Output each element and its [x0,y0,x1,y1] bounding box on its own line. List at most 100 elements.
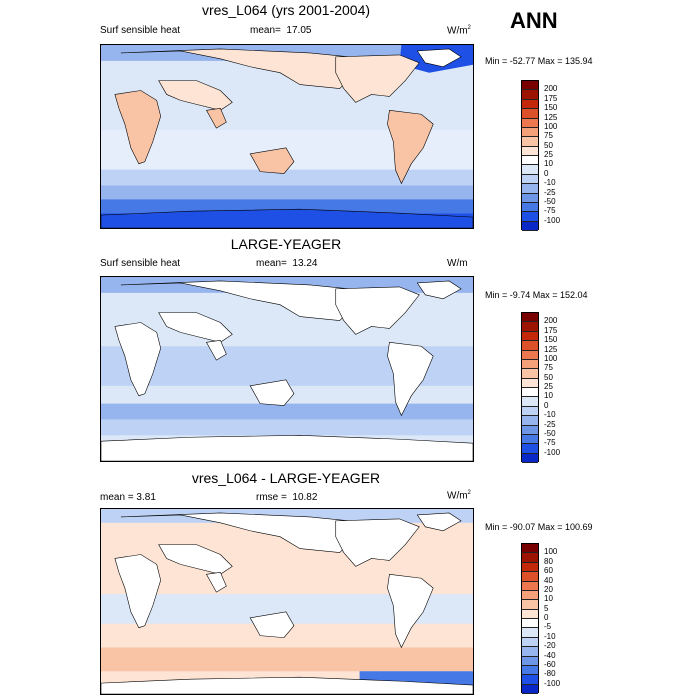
colorbar-swatch [522,109,538,119]
rmse-label: rmse = [256,492,287,503]
colorbar-tick-label: -60 [544,659,556,669]
colorbar-tick-label: 10 [544,391,553,401]
colorbar-swatch [522,184,538,194]
panel-title: vres_L064 (yrs 2001-2004) [201,2,371,18]
units-label: W/m2 [447,25,471,37]
units-label: W/m [447,258,468,269]
colorbar-swatch [522,425,538,435]
colorbar-swatch [522,388,538,398]
colorbar-tick-label: 0 [544,168,549,178]
colorbar-swatch [522,378,538,388]
colorbar-tick-label: 75 [544,363,553,373]
colorbar-tick-label: 175 [544,93,558,103]
colorbar-tick-label: -25 [544,187,556,197]
mean-label: mean= [250,25,281,36]
colorbar-swatch [522,313,538,323]
colorbar-swatch [522,397,538,407]
colorbar-swatch [522,572,538,582]
colorbar-tick-label: 75 [544,131,553,141]
colorbar-swatch [522,341,538,351]
colorbar-swatch [522,212,538,222]
colorbar-tick-label: 150 [544,103,558,113]
colorbar-tick-label: 0 [544,613,549,622]
colorbar-swatch [522,118,538,128]
colorbar-tick-label: 80 [544,556,553,566]
colorbar-tick-label: -20 [544,641,556,651]
colorbar-tick-label: 0 [544,400,549,410]
colorbar-tick-label: 5 [544,603,549,613]
colorbar-swatch [522,544,538,554]
colorbar-tick-label: 100 [544,121,558,131]
colorbar-tick-label: 175 [544,325,558,335]
colorbar-swatch [522,359,538,370]
colorbar-tick-label: 50 [544,140,553,150]
colorbar-swatch [522,553,538,563]
colorbar-tick-label: 20 [544,584,553,594]
colorbar-swatch [522,202,538,213]
colorbar-swatch [522,647,538,657]
colorbar-tick-label: 25 [544,382,553,391]
colorbar-swatch [522,609,538,619]
mean-stat: mean= 17.05 [250,25,311,36]
colorbar-swatch [522,127,538,138]
colorbar-swatch [522,628,538,638]
colorbar-swatch [522,146,538,156]
colorbar-swatch [522,453,538,463]
colorbar-tick-label: 10 [544,159,553,169]
colorbar-tick-label: -100 [544,678,561,688]
colorbar-tick-label: 50 [544,372,553,382]
colorbar-tick-label: 40 [544,575,553,585]
colorbar-swatch [522,99,538,110]
colorbar-tick-label: -75 [544,206,556,216]
world-map [101,509,473,694]
colorbar-swatch [522,562,538,573]
colorbar-swatch [522,81,538,91]
colorbar-swatch [522,675,538,685]
colorbar-tick-label: 100 [544,353,558,363]
rmse-value: 10.82 [292,492,318,503]
colorbar-swatch [522,665,538,676]
colorbar-tick-label: 200 [544,84,558,94]
colorbar-swatch [522,406,538,417]
min-max-label: Min = -9.74 Max = 152.04 [485,290,588,300]
colorbar-swatch [522,581,538,591]
colorbar-swatch [522,156,538,166]
colorbar [521,543,539,694]
colorbar-swatch [522,444,538,454]
colorbar-tick-label: -100 [544,215,561,225]
colorbar-tick-label: -50 [544,428,556,438]
colorbar-swatch [522,434,538,445]
season-label: ANN [510,8,558,33]
mean-stat: mean= 13.24 [256,258,317,269]
colorbar-swatch [522,193,538,203]
colorbar-swatch [522,322,538,332]
colorbar-tick-label: 125 [544,112,558,122]
colorbar-tick-label: 10 [544,594,553,604]
variable-label: Surf sensible heat [100,258,181,269]
colorbar-tick-label: 60 [544,566,553,576]
colorbar-swatch [522,684,538,694]
min-max-label: Min = -52.77 Max = 135.94 [485,56,593,66]
mean-value: 17.05 [286,25,312,36]
colorbar-tick-label: -10 [544,410,556,420]
colorbar-swatch [522,656,538,666]
colorbar-tick-label: -80 [544,669,556,679]
colorbar-swatch [522,600,538,610]
panel-title: LARGE-YEAGER [230,236,342,252]
colorbar-tick-label: -10 [544,631,556,641]
colorbar-swatch [522,165,538,175]
colorbar-tick-label: 100 [544,547,558,557]
colorbar-tick-label: -10 [544,178,556,188]
colorbar-swatch [522,137,538,147]
map-panel-3 [100,508,474,695]
colorbar-tick-label: -50 [544,196,556,206]
colorbar-swatch [522,637,538,648]
world-map [101,277,473,461]
mean-stat-diff: mean = 3.81 [100,492,156,503]
rmse-stat: rmse = 10.82 [256,492,317,503]
colorbar-swatch [522,350,538,360]
min-max-label: Min = -90.07 Max = 100.69 [485,522,593,532]
colorbar-swatch [522,619,538,629]
mean-label: mean= [256,258,287,269]
colorbar-swatch [522,416,538,426]
